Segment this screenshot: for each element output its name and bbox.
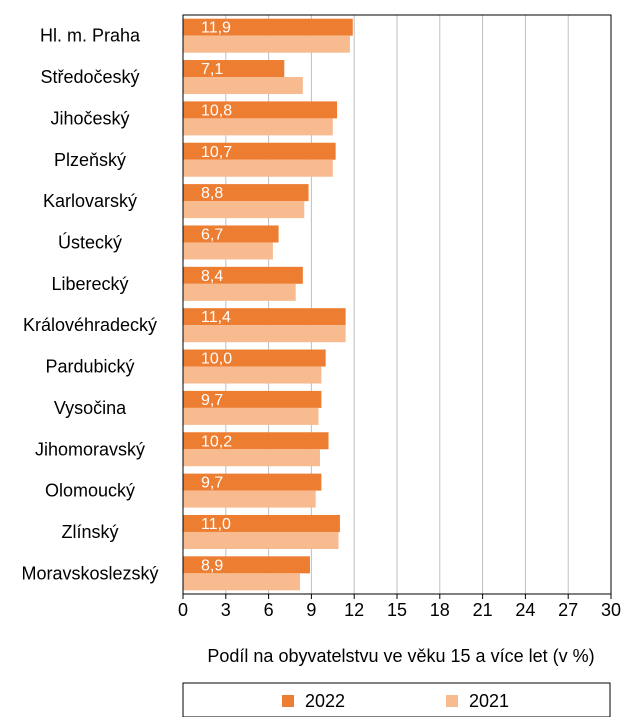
x-tick-label: 27	[558, 600, 578, 620]
bar-2022	[183, 225, 279, 243]
x-tick-label: 0	[178, 600, 188, 620]
category-label: Ústecký	[58, 231, 122, 252]
bar-2022	[183, 266, 303, 284]
category-label: Olomoucký	[45, 481, 135, 501]
bar-2021	[183, 490, 316, 508]
category-label: Hl. m. Praha	[40, 26, 141, 46]
data-label: 10,0	[201, 351, 232, 368]
bar-2021	[183, 407, 319, 425]
category-label: Zlínský	[61, 522, 118, 542]
category-labels: Hl. m. Praha Středočeský Jihočeský Plzeňský…	[21, 26, 158, 584]
bar-2022	[183, 432, 329, 450]
x-tick-label: 18	[430, 600, 450, 620]
bar-2022	[183, 184, 309, 202]
data-label: 8,4	[201, 268, 223, 285]
category-label: Pardubický	[45, 357, 134, 377]
data-label: 10,8	[201, 102, 232, 119]
category-label: Plzeňský	[54, 150, 126, 170]
bar-2021	[183, 366, 322, 384]
bar-2021	[183, 201, 305, 219]
bar-2022	[183, 390, 322, 408]
category-label: Karlovarský	[43, 191, 137, 211]
data-label: 11,0	[201, 516, 231, 533]
bar-2021	[183, 531, 339, 549]
category-label: Jihočeský	[50, 108, 129, 128]
data-label: 10,2	[201, 433, 232, 450]
bar-2021	[183, 325, 346, 343]
legend-frame	[182, 682, 611, 717]
bar-2021	[183, 283, 296, 301]
bar-2022	[183, 473, 322, 491]
category-label: Středočeský	[40, 67, 139, 87]
bar-2022	[183, 101, 338, 119]
legend-swatch-2021	[446, 695, 458, 707]
bar-2022	[183, 514, 340, 532]
legend-label-2021: 2021	[469, 691, 509, 711]
bar-2021	[183, 242, 273, 260]
bar-2021	[183, 159, 333, 177]
legend: 2022 2021	[182, 682, 611, 717]
legend-label-2022: 2022	[305, 691, 345, 711]
bar-2022	[183, 556, 310, 574]
data-labels: 11,9 7,1 10,8 10,7 8,8 6,7 8,4 11,4 10,0 9,7 10,2 9…	[201, 20, 232, 575]
category-label: Liberecký	[51, 274, 128, 294]
x-tick-label: 24	[515, 600, 535, 620]
x-tick-label: 6	[264, 600, 274, 620]
bar-2022	[183, 142, 336, 160]
data-label: 10,7	[201, 144, 232, 161]
category-label: Jihomoravský	[35, 439, 145, 459]
data-label: 8,8	[201, 185, 223, 202]
category-label: Moravskoslezský	[21, 563, 158, 583]
data-label: 7,1	[201, 61, 223, 78]
bar-2021	[183, 573, 300, 591]
data-label: 9,7	[201, 392, 223, 409]
category-label: Vysočina	[54, 398, 127, 418]
data-label: 11,4	[201, 309, 231, 326]
bar-2022	[183, 349, 326, 367]
bar-2021	[183, 77, 303, 95]
data-label: 6,7	[201, 226, 223, 243]
x-tick-label: 12	[344, 600, 364, 620]
x-tick-label: 30	[601, 600, 621, 620]
x-axis-title: Podíl na obyvatelstvu ve věku 15 a více …	[207, 646, 594, 666]
category-label: Královéhradecký	[23, 315, 157, 335]
bar-2022	[183, 18, 353, 36]
x-tick-label: 21	[473, 600, 493, 620]
data-label: 11,9	[201, 20, 231, 37]
x-tick-label: 9	[306, 600, 316, 620]
bar-2021	[183, 35, 350, 53]
bar-2021	[183, 118, 333, 136]
legend-swatch-2022	[282, 695, 294, 707]
bar-2021	[183, 449, 320, 467]
bars	[183, 18, 353, 591]
x-axis-ticks: 0 3 6 9 12 15 18 21 24 27 30	[178, 594, 621, 620]
bar-2022	[183, 60, 285, 78]
data-label: 9,7	[201, 475, 223, 492]
x-tick-label: 3	[221, 600, 231, 620]
bar-2022	[183, 308, 346, 326]
data-label: 8,9	[201, 557, 223, 574]
x-tick-label: 15	[387, 600, 407, 620]
